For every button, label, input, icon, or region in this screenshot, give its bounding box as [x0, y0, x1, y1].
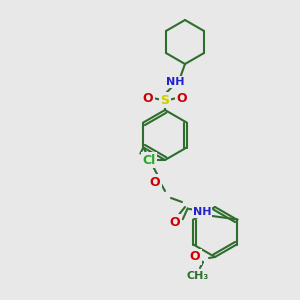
Text: O: O [177, 92, 187, 104]
Text: CH₃: CH₃ [187, 271, 209, 281]
Text: O: O [170, 215, 180, 229]
Text: O: O [143, 92, 153, 104]
Text: O: O [190, 250, 200, 263]
Text: Cl: Cl [142, 154, 156, 166]
Text: S: S [160, 94, 169, 106]
Text: NH: NH [166, 77, 184, 87]
Text: O: O [150, 176, 160, 188]
Text: NH: NH [193, 207, 211, 217]
